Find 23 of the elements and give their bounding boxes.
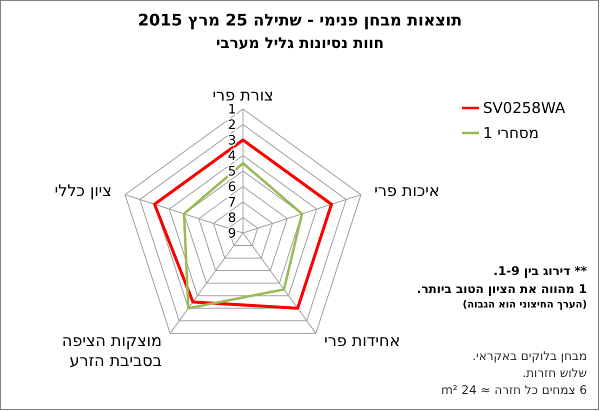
text: שלוש חזרות. — [522, 366, 587, 380]
spoke-label: ציון כללי — [54, 180, 112, 200]
y-tick-label: 9 — [228, 226, 236, 242]
chart-title: תוצאות מבחן פנימי - שתילה 25 מרץ 2015 — [138, 10, 462, 30]
text: 6 צמחים כל חזרה ≈ 24 m² — [441, 383, 587, 397]
text: 1 מהווה את הציון הטוב ביותר. — [416, 282, 587, 296]
text: ** דירוג בין 1-9. — [493, 264, 588, 278]
legend-label: SV0258WA — [483, 99, 566, 117]
y-tick-label: 4 — [228, 149, 236, 164]
spoke-label: מוצקות הציפה בסביבת הזרע — [62, 331, 162, 370]
spoke-label: איכות פרי — [374, 180, 440, 200]
y-tick-label: 7 — [228, 196, 236, 210]
y-tick-label: 6 — [228, 180, 236, 195]
chart-subtitle: חוות נסיונות גליל מערבי — [216, 34, 384, 52]
text: מבחן בלוקים באקראי. — [472, 349, 587, 363]
y-tick-label: 2 — [228, 118, 236, 133]
y-tick-label: 3 — [228, 134, 236, 148]
spoke-label: צורת פרי — [212, 86, 274, 104]
legend-label: מסחרי 1 — [483, 124, 539, 142]
y-tick-label: 8 — [228, 211, 236, 226]
text: (הערך החיצוני הוא הגבוה) — [462, 300, 587, 310]
spoke-label: אחידות פרי — [324, 331, 400, 350]
y-tick-label: 1 — [228, 102, 236, 118]
